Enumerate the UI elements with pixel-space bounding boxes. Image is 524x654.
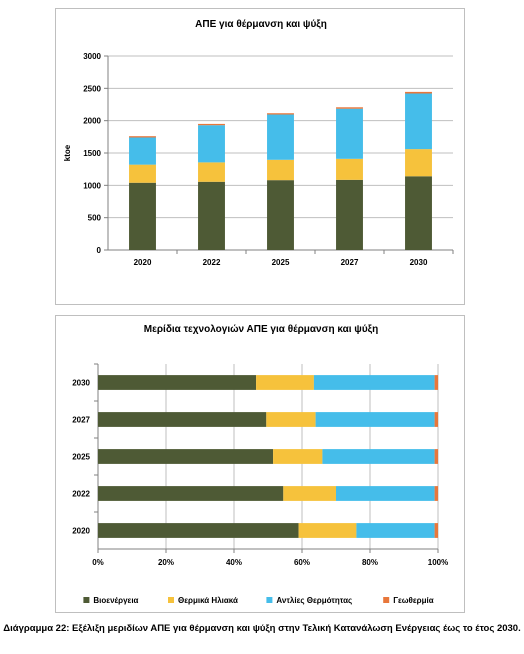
- legend-label-geo: Γεωθερμία: [393, 596, 434, 605]
- legend-swatch-bio: [83, 597, 90, 603]
- y-tick-label: 2027: [72, 416, 90, 425]
- bar-segment-solar: [267, 159, 294, 181]
- bar-segment-heatpump: [315, 412, 435, 427]
- legend-swatch-heatpump: [266, 597, 273, 603]
- legend-swatch-solar: [168, 597, 174, 603]
- y-tick-label: 500: [88, 214, 102, 223]
- bar-segment-geo: [405, 91, 432, 94]
- y-axis-label: ktoe: [63, 144, 72, 161]
- x-tick-label: 2020: [134, 258, 152, 267]
- y-tick-label: 2000: [83, 117, 101, 126]
- bar-segment-heatpump: [322, 449, 435, 464]
- y-tick-label: 2020: [72, 527, 90, 536]
- x-tick-label: 20%: [158, 558, 174, 567]
- bar-segment-bio: [98, 486, 284, 501]
- bar-segment-solar: [273, 449, 323, 464]
- bar-segment-geo: [434, 412, 438, 427]
- figure-caption: Διάγραμμα 22: Εξέλιξη μεριδίων ΑΠΕ για θ…: [3, 623, 521, 634]
- x-tick-label: 2025: [272, 258, 290, 267]
- legend-swatch-geo: [383, 597, 390, 603]
- x-tick-label: 2030: [410, 258, 428, 267]
- y-tick-label: 2500: [83, 84, 101, 93]
- legend-label-solar: Θερμικά Ηλιακά: [178, 596, 238, 605]
- y-tick-label: 2025: [72, 453, 90, 462]
- y-tick-label: 3000: [83, 52, 101, 61]
- bar-segment-bio: [405, 176, 432, 250]
- chart-share-bar: Μερίδια τεχνολογιών ΑΠΕ για θέρμανση και…: [55, 315, 465, 613]
- stacked-bar-svg: ΑΠΕ για θέρμανση και ψύξη 0 500 1000 1500 200…: [63, 19, 454, 267]
- bar-segment-geo: [434, 375, 438, 390]
- bar-segment-geo: [434, 486, 438, 501]
- chart-title: ΑΠΕ για θέρμανση και ψύξη: [195, 19, 327, 30]
- bar-segment-solar: [336, 158, 363, 180]
- bar-segment-heatpump: [198, 125, 225, 163]
- x-tick-label: 80%: [362, 558, 378, 567]
- share-bar-svg: Μερίδια τεχνολογιών ΑΠΕ για θέρμανση και…: [72, 324, 448, 605]
- bar-segment-solar: [198, 162, 225, 182]
- bar-segment-bio: [98, 412, 267, 427]
- bar-segment-heatpump: [405, 93, 432, 150]
- bar-segment-geo: [267, 113, 294, 115]
- bar-segment-bio: [98, 375, 257, 390]
- bar-segment-geo: [434, 449, 438, 464]
- bar-segment-solar: [283, 486, 336, 501]
- bar-segment-geo: [129, 136, 156, 138]
- bar-segment-bio: [129, 182, 156, 250]
- chart-title: Μερίδια τεχνολογιών ΑΠΕ για θέρμανση και…: [144, 324, 378, 335]
- chart-stacked-bar-ktoe: ΑΠΕ για θέρμανση και ψύξη 0 500 1000 1500 200…: [55, 8, 465, 305]
- bar-segment-bio: [198, 181, 225, 250]
- y-tick-label: 0: [97, 246, 102, 255]
- bar-segment-geo: [336, 107, 363, 109]
- bar-segment-bio: [98, 523, 299, 538]
- x-tick-label: 0%: [92, 558, 104, 567]
- bar-segment-heatpump: [267, 114, 294, 160]
- bar-segment-geo: [198, 123, 225, 126]
- x-tick-label: 2022: [203, 258, 221, 267]
- bar-segment-bio: [98, 449, 274, 464]
- bar-segment-heatpump: [336, 108, 363, 159]
- bar-segment-solar: [256, 375, 314, 390]
- x-tick-label: 100%: [428, 558, 448, 567]
- bar-segment-heatpump: [313, 375, 435, 390]
- bar-segment-bio: [267, 180, 294, 250]
- x-tick-label: 40%: [226, 558, 242, 567]
- bar-segment-heatpump: [129, 137, 156, 165]
- bar-segment-solar: [266, 412, 316, 427]
- bar-segment-heatpump: [336, 486, 435, 501]
- bar-segment-heatpump: [356, 523, 435, 538]
- bar-segment-solar: [129, 164, 156, 183]
- y-tick-label: 1000: [83, 181, 101, 190]
- y-tick-label: 2022: [72, 490, 90, 499]
- bar-segment-solar: [405, 149, 432, 177]
- bar-segment-solar: [298, 523, 357, 538]
- legend-label-bio: Βιοενέργεια: [93, 596, 138, 605]
- y-tick-label: 1500: [83, 149, 101, 158]
- x-tick-label: 60%: [294, 558, 310, 567]
- legend-label-heatpump: Αντλίες Θερμότητας: [276, 596, 352, 605]
- bar-segment-bio: [336, 179, 363, 250]
- bar-segment-geo: [434, 523, 438, 538]
- x-tick-label: 2027: [341, 258, 359, 267]
- y-tick-label: 2030: [72, 379, 90, 388]
